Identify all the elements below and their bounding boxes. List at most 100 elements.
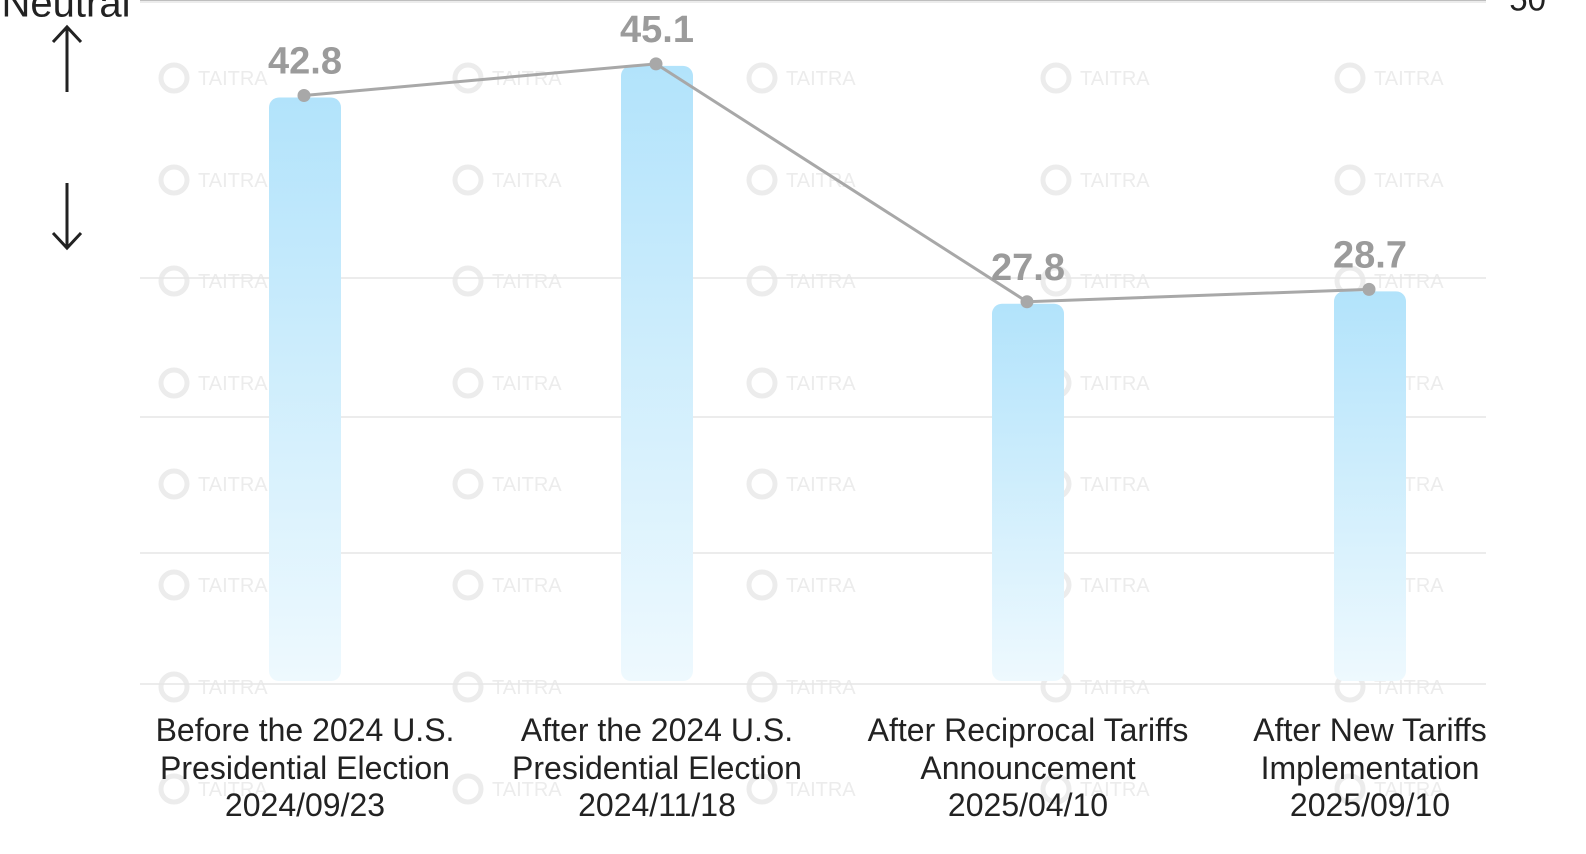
watermark-mark: [158, 164, 190, 196]
series-line: [303, 62, 1370, 304]
watermark-text: TAITRA: [492, 474, 562, 496]
watermark-logo: TAITRA: [746, 62, 856, 94]
x-tick-label: After New Tariffs: [1253, 712, 1487, 748]
watermark-mark: [452, 569, 484, 601]
watermark-text: TAITRA: [1080, 271, 1150, 293]
watermark-text: TAITRA: [198, 271, 268, 293]
watermark-text: TAITRA: [786, 271, 856, 293]
watermark-text: TAITRA: [1374, 271, 1444, 293]
reference-line-label: 50: [1509, 0, 1546, 18]
watermark-text: TAITRA: [786, 779, 856, 801]
watermark-logo: TAITRA: [158, 773, 268, 805]
arrow-down-icon: [51, 183, 83, 251]
watermark-mark: [746, 367, 778, 399]
watermark-text: TAITRA: [198, 170, 268, 192]
watermark-text: TAITRA: [1080, 677, 1150, 699]
watermark-text: TAITRA: [786, 170, 856, 192]
watermark-logo: TAITRA: [746, 569, 856, 601]
watermark-text: TAITRA: [786, 68, 856, 90]
watermark-logo: TAITRA: [452, 671, 562, 703]
data-point: [297, 89, 311, 102]
watermark-logo: TAITRA: [746, 164, 856, 196]
watermark-text: TAITRA: [492, 677, 562, 699]
bar-layer: [269, 65, 1406, 681]
axis-layer: Before the 2024 U.S.Presidential Electio…: [2, 0, 1487, 823]
line-layer: [297, 57, 1376, 309]
watermark-layer: TAITRA TAITRA TAITRA TAITRA TAITRA TAITRA TAIT…: [158, 62, 1444, 805]
watermark-text: TAITRA: [1374, 677, 1444, 699]
watermark-logo: TAITRA: [452, 164, 562, 196]
watermark-text: TAITRA: [492, 575, 562, 597]
neutral-label: Neutral: [2, 0, 131, 26]
watermark-mark: [452, 773, 484, 805]
watermark-logo: TAITRA: [746, 468, 856, 500]
x-tick-label: Before the 2024 U.S.: [156, 712, 455, 748]
data-label: 27.8: [991, 247, 1065, 289]
arrow-up-icon: [51, 24, 83, 92]
data-label: 28.7: [1333, 234, 1407, 276]
watermark-logo: TAITRA: [158, 671, 268, 703]
watermark-logo: TAITRA: [1040, 265, 1150, 297]
label-layer: 42.8 45.1 27.8 28.7: [268, 9, 1407, 289]
watermark-logo: TAITRA: [452, 265, 562, 297]
watermark-text: TAITRA: [1374, 68, 1444, 90]
watermark-text: TAITRA: [198, 779, 268, 801]
watermark-mark: [1040, 62, 1072, 94]
watermark-text: TAITRA: [1080, 474, 1150, 496]
watermark-text: TAITRA: [492, 373, 562, 395]
watermark-logo: TAITRA: [158, 265, 268, 297]
watermark-text: TAITRA: [198, 474, 268, 496]
watermark-text: TAITRA: [1374, 170, 1444, 192]
watermark-logo: TAITRA: [158, 569, 268, 601]
watermark-mark: [452, 265, 484, 297]
watermark-text: TAITRA: [198, 575, 268, 597]
watermark-mark: [746, 569, 778, 601]
watermark-mark: [452, 468, 484, 500]
reference-layer: 50: [140, 0, 1546, 18]
watermark-logo: TAITRA: [1040, 62, 1150, 94]
bar: [269, 97, 341, 681]
watermark-mark: [1040, 773, 1072, 805]
watermark-text: TAITRA: [786, 373, 856, 395]
x-tick-label: 2024/09/23: [225, 787, 385, 823]
watermark-mark: [158, 468, 190, 500]
watermark-mark: [158, 265, 190, 297]
data-point: [1020, 295, 1034, 309]
x-tick-label: Announcement: [920, 750, 1135, 786]
watermark-logo: TAITRA: [746, 773, 856, 805]
watermark-text: TAITRA: [1080, 373, 1150, 395]
watermark-logo: TAITRA: [158, 164, 268, 196]
watermark-mark: [452, 671, 484, 703]
watermark-mark: [158, 367, 190, 399]
watermark-text: TAITRA: [786, 677, 856, 699]
watermark-mark: [158, 569, 190, 601]
watermark-text: TAITRA: [786, 575, 856, 597]
bar: [1334, 291, 1406, 681]
watermark-text: TAITRA: [492, 170, 562, 192]
watermark-mark: [746, 265, 778, 297]
bar: [992, 303, 1064, 681]
x-tick-label: After Reciprocal Tariffs: [868, 712, 1189, 748]
watermark-mark: [1040, 265, 1072, 297]
watermark-mark: [452, 164, 484, 196]
watermark-text: TAITRA: [1080, 170, 1150, 192]
watermark-mark: [1334, 773, 1366, 805]
watermark-logo: TAITRA: [746, 265, 856, 297]
arrow-up-head: [51, 24, 83, 44]
data-label: 45.1: [620, 9, 694, 51]
watermark-text: TAITRA: [492, 271, 562, 293]
watermark-logo: TAITRA: [452, 773, 562, 805]
watermark-mark: [746, 468, 778, 500]
x-tick-label: 2025/09/10: [1290, 787, 1450, 823]
watermark-logo: TAITRA: [1040, 164, 1150, 196]
watermark-logo: TAITRA: [1334, 164, 1444, 196]
watermark-text: TAITRA: [1080, 68, 1150, 90]
watermark-mark: [746, 164, 778, 196]
grid-layer: [140, 1, 1486, 685]
watermark-mark: [158, 773, 190, 805]
watermark-mark: [158, 671, 190, 703]
watermark-logo: TAITRA: [158, 367, 268, 399]
watermark-mark: [158, 62, 190, 94]
